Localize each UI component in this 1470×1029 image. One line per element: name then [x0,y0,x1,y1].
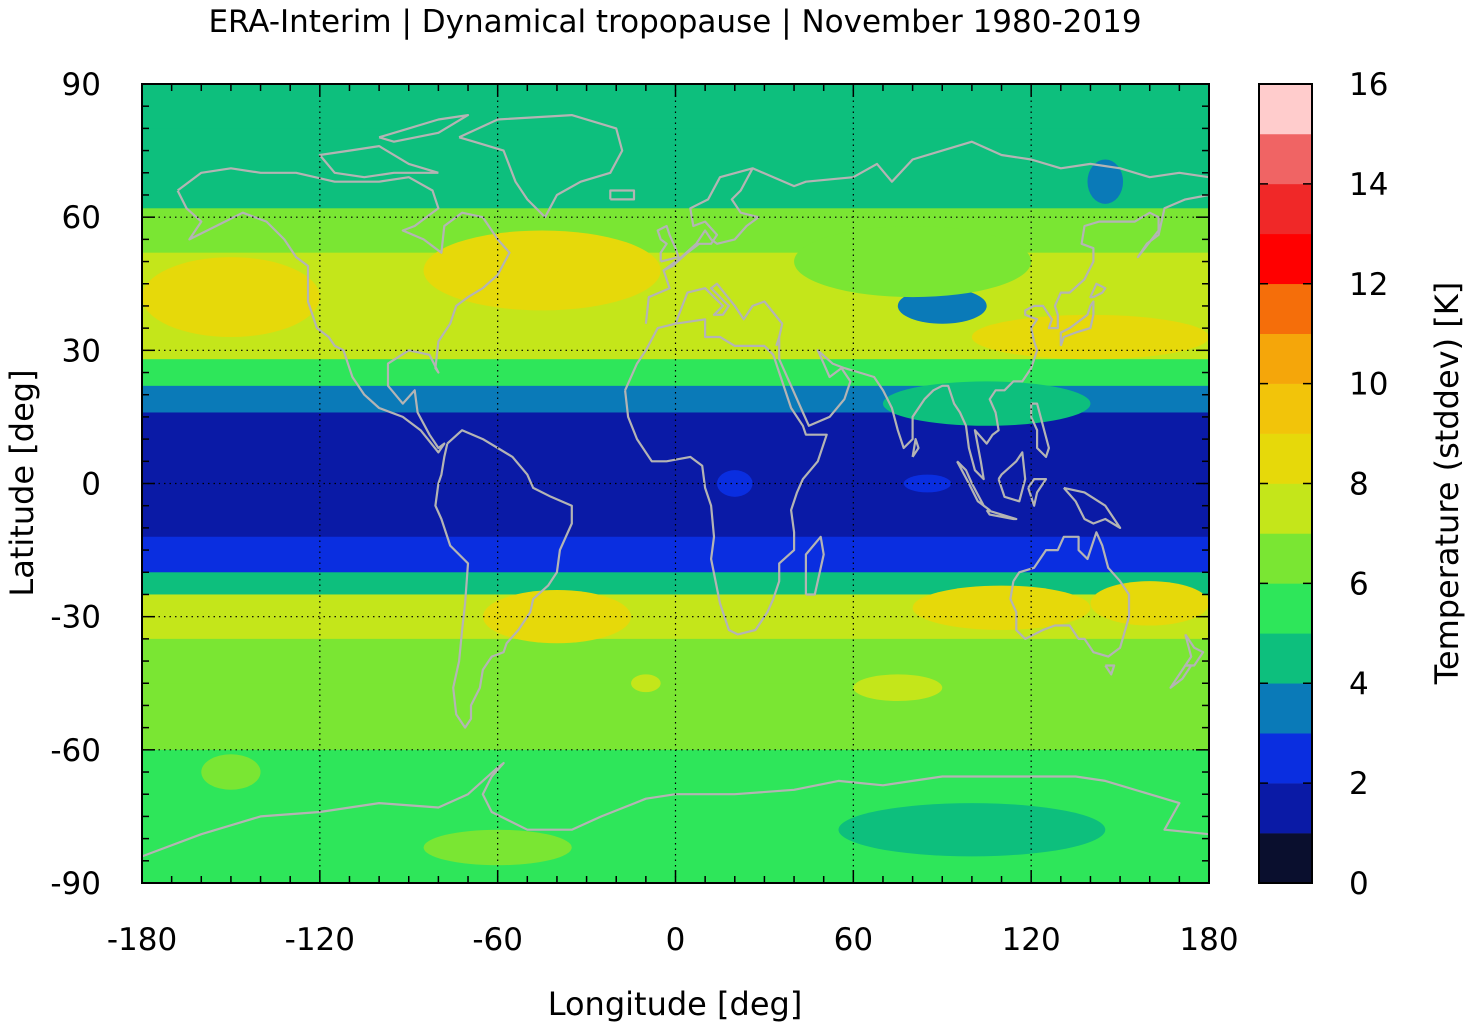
coastline [804,535,825,596]
coastline [1059,300,1095,347]
field-anomaly [716,470,753,497]
x-tick-label: -180 [107,922,177,958]
coastline [1030,402,1051,458]
colorbar-swatch [1259,583,1312,634]
y-axis-ticks: 90 60 30 0 -30 -60 -90 [50,67,1209,902]
coastline [656,224,680,263]
x-tick-label: 60 [834,922,873,958]
coastline [997,451,1027,503]
field-anomaly [838,803,1106,857]
colorbar-tick-label: 8 [1349,467,1369,503]
x-axis-ticks: -180 -120 -60 0 60 120 180 [107,84,1239,958]
colorbar-swatch [1259,183,1312,235]
y-tick-label: 30 [62,333,101,369]
field-band [142,572,1209,595]
field-band [142,536,1209,573]
coastline [609,189,636,201]
field-anomaly [882,381,1091,426]
colorbar-swatch [1259,233,1312,285]
colorbar: 16 14 12 10 8 6 4 2 0 [1258,67,1388,902]
colorbar-tick-label: 6 [1349,566,1369,602]
colorbar-swatch [1259,683,1312,734]
field-anomaly [201,754,261,790]
colorbar-tick-label: 12 [1349,267,1388,303]
x-tick-label: 120 [1002,922,1061,958]
field-anomaly [423,829,572,866]
map-grid [142,84,1209,883]
y-tick-label: -30 [50,600,101,636]
colorbar-tick-label: 16 [1349,67,1388,103]
coastline [1169,664,1193,689]
x-tick-label: -120 [285,922,355,958]
colorbar-tick-label: 2 [1349,766,1369,802]
y-tick-label: -60 [50,733,101,769]
coastline [318,145,439,179]
coastline [458,113,624,219]
colorbar-swatch [1259,733,1312,784]
field-anomaly [853,674,943,702]
field-anomaly [1087,159,1124,204]
colorbar-tick-label: 4 [1349,666,1369,702]
coastline [1009,531,1131,658]
coastline [778,193,1209,481]
coastline [1062,486,1122,530]
colorbar-label: Temperature (stddev) [K] [1428,282,1466,685]
x-tick-label: 180 [1179,922,1238,958]
x-tick-label: -60 [472,922,523,958]
coastline [1184,633,1205,667]
coastline [956,460,991,512]
colorbar-swatch [1259,433,1312,484]
coastline [644,167,760,324]
coastline [911,438,920,458]
coastline [176,167,511,454]
coastline [624,318,828,636]
coastline [674,282,784,347]
colorbar-swatch [1259,833,1312,884]
field-anomaly [1090,581,1209,626]
field-anomaly [482,590,632,644]
coastline [378,113,470,143]
field-anomaly [794,226,1032,298]
colorbar-swatch [1259,483,1312,534]
coastline [752,140,1209,188]
x-axis-label: Longitude [deg] [548,985,803,1023]
coastline-outlines [142,113,1209,858]
field-anomaly [631,674,661,693]
colorbar-swatch [1259,84,1312,135]
colorbar-swatch [1259,633,1312,684]
field-anomaly [903,474,952,493]
colorbar-swatch [1259,783,1312,834]
colorbar-swatch [1259,383,1312,434]
coastline [1104,664,1116,676]
y-tick-label: -90 [50,866,101,902]
y-tick-label: 90 [62,67,101,103]
colorbar-swatch [1259,533,1312,584]
field-anomaly [971,314,1209,360]
field-anomaly [423,230,661,311]
coastline [142,761,1209,858]
y-axis-label: Latitude [deg] [3,369,41,596]
colorbar-tick-label: 14 [1349,167,1388,203]
colorbar-swatch [1259,333,1312,384]
colorbar-swatch [1259,133,1312,185]
y-tick-label: 60 [62,200,101,236]
colorbar-tick-label: 10 [1349,367,1388,403]
map-title: ERA-Interim | Dynamical tropopause | Nov… [208,4,1141,40]
field-anomaly [912,585,1091,630]
x-tick-label: 0 [666,922,686,958]
coastline [1089,282,1107,299]
field-anomaly [142,257,320,338]
colorbar-swatch [1259,283,1312,334]
coastline [434,429,573,729]
field-anomaly [897,288,987,324]
coastline [985,509,1018,521]
colorbar-tick-label: 0 [1349,866,1369,902]
y-tick-label: 0 [81,467,101,503]
